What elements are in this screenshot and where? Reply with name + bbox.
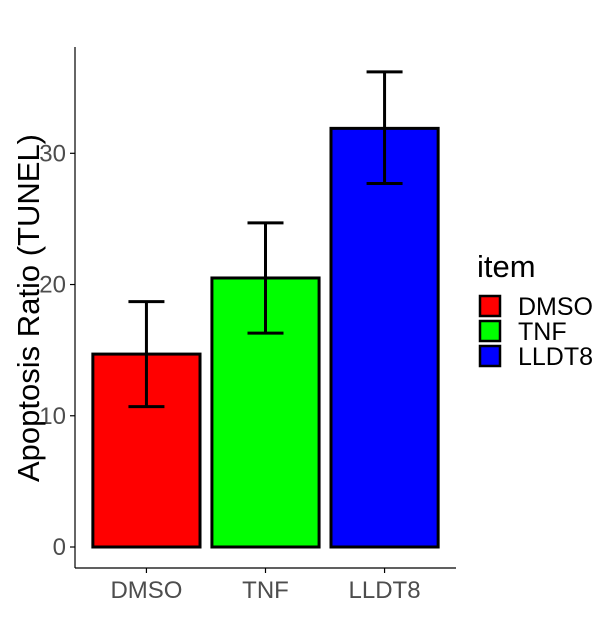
legend-swatch (478, 294, 502, 318)
x-tick-label: LLDT8 (349, 577, 421, 604)
error-bar-tnf (247, 221, 284, 335)
legend-label: LLDT8 (518, 343, 593, 371)
bar-lldt8 (329, 126, 440, 549)
y-tick-label: 30 (39, 140, 66, 167)
legend-item-tnf: TNF (478, 318, 567, 346)
y-axis-ticks: 0 10 20 30 (39, 140, 75, 561)
x-tick-label: DMSO (110, 577, 182, 604)
x-tick-label: TNF (242, 577, 289, 604)
legend-item-dmso: DMSO (478, 293, 593, 321)
bars-layer (91, 126, 440, 549)
legend-label: TNF (518, 318, 567, 346)
x-axis-ticks: DMSO TNF LLDT8 (110, 568, 421, 604)
y-tick-label: 20 (39, 272, 66, 299)
error-bar-lldt8 (366, 70, 403, 185)
y-axis-title: Apoptosis Ratio (TUNEL) (11, 134, 46, 482)
legend-item-lldt8: LLDT8 (478, 343, 593, 371)
legend-swatch (478, 319, 502, 343)
error-bars-layer (128, 70, 403, 409)
legend-label: DMSO (518, 293, 593, 321)
plot-area: 0 10 20 30 DMSO TNF LLDT8 (39, 47, 456, 604)
legend-swatch (478, 344, 502, 368)
y-tick-label: 0 (53, 534, 66, 561)
legend-title: item (477, 249, 536, 284)
y-tick-label: 10 (39, 403, 66, 430)
error-bar-dmso (128, 300, 165, 409)
